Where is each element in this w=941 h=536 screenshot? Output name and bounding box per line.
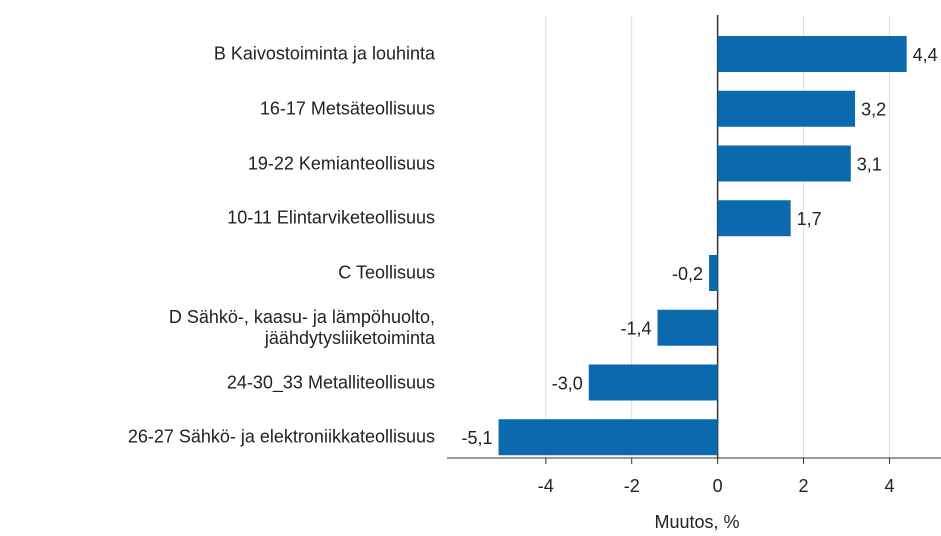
x-tick-label: 2 (799, 476, 809, 496)
bar (717, 90, 856, 127)
value-label: -3,0 (552, 373, 583, 393)
y-tick-label: C Teollisuus (338, 262, 435, 283)
bar (498, 419, 718, 456)
y-tick-label: 26-27 Sähkö- ja elektroniikkateollisuus (127, 426, 435, 447)
bar (717, 200, 791, 237)
y-tick-label: B Kaivostoiminta ja louhinta (213, 43, 435, 64)
bar (709, 255, 718, 291)
x-tick-label: -4 (538, 476, 554, 496)
y-tick-label: 24-30_33 Metalliteollisuus (226, 372, 435, 392)
y-tick-label: 10-11 Elintarviketeollisuus (227, 207, 435, 228)
y-tick-label: D Sähkö-, kaasu- ja lämpöhuolto, jäähdyt… (168, 306, 435, 348)
bar (588, 364, 718, 401)
x-tick-label: 4 (884, 476, 894, 496)
bar (717, 36, 907, 72)
bar (657, 309, 718, 346)
x-axis-title: Muutos, % (654, 512, 739, 532)
value-label: 3,1 (857, 154, 882, 174)
value-label: -5,1 (462, 428, 493, 448)
value-label: 1,7 (797, 209, 822, 229)
x-tick-label: 0 (713, 476, 723, 496)
value-label: 4,4 (913, 45, 938, 65)
bar (717, 145, 851, 182)
value-label: -1,4 (620, 319, 651, 339)
value-label: 3,2 (861, 100, 886, 120)
value-label: -0,2 (672, 264, 703, 284)
x-tick-label: -2 (624, 476, 640, 496)
y-tick-label: 19-22 Kemianteollisuus (247, 153, 435, 173)
y-tick-label: 16-17 Metsäteollisuus (259, 98, 435, 119)
